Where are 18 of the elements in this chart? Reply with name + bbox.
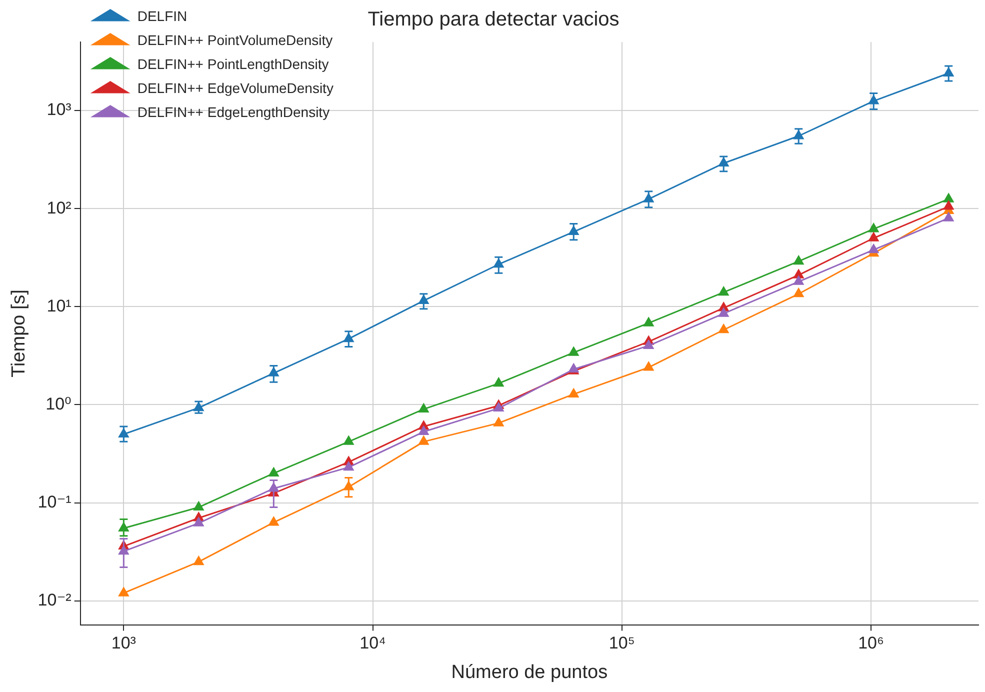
x-tick-label: 10³ (111, 634, 136, 653)
y-tick-label: 10² (46, 198, 72, 218)
legend-label: DELFIN++ EdgeLengthDensity (137, 104, 330, 120)
x-tick-label: 10⁴ (360, 634, 386, 653)
y-axis-title: Tiempo [s] (8, 289, 30, 378)
x-tick-label: 10⁵ (608, 634, 635, 653)
legend-label: DELFIN++ PointVolumeDensity (137, 32, 333, 48)
y-tick-label: 10⁰ (46, 394, 72, 414)
y-tick-label: 10⁻² (38, 590, 72, 610)
legend-label: DELFIN++ PointLengthDensity (137, 56, 329, 72)
y-tick-label: 10³ (46, 100, 72, 120)
x-tick-label: 10⁶ (858, 634, 884, 653)
x-axis-title: Número de puntos (451, 662, 608, 683)
legend-label: DELFIN++ EdgeVolumeDensity (137, 80, 334, 96)
legend-label: DELFIN (137, 8, 188, 24)
y-tick-label: 10¹ (46, 296, 72, 316)
chart-title: Tiempo para detectar vacios (368, 8, 620, 31)
y-tick-label: 10⁻¹ (38, 492, 72, 512)
